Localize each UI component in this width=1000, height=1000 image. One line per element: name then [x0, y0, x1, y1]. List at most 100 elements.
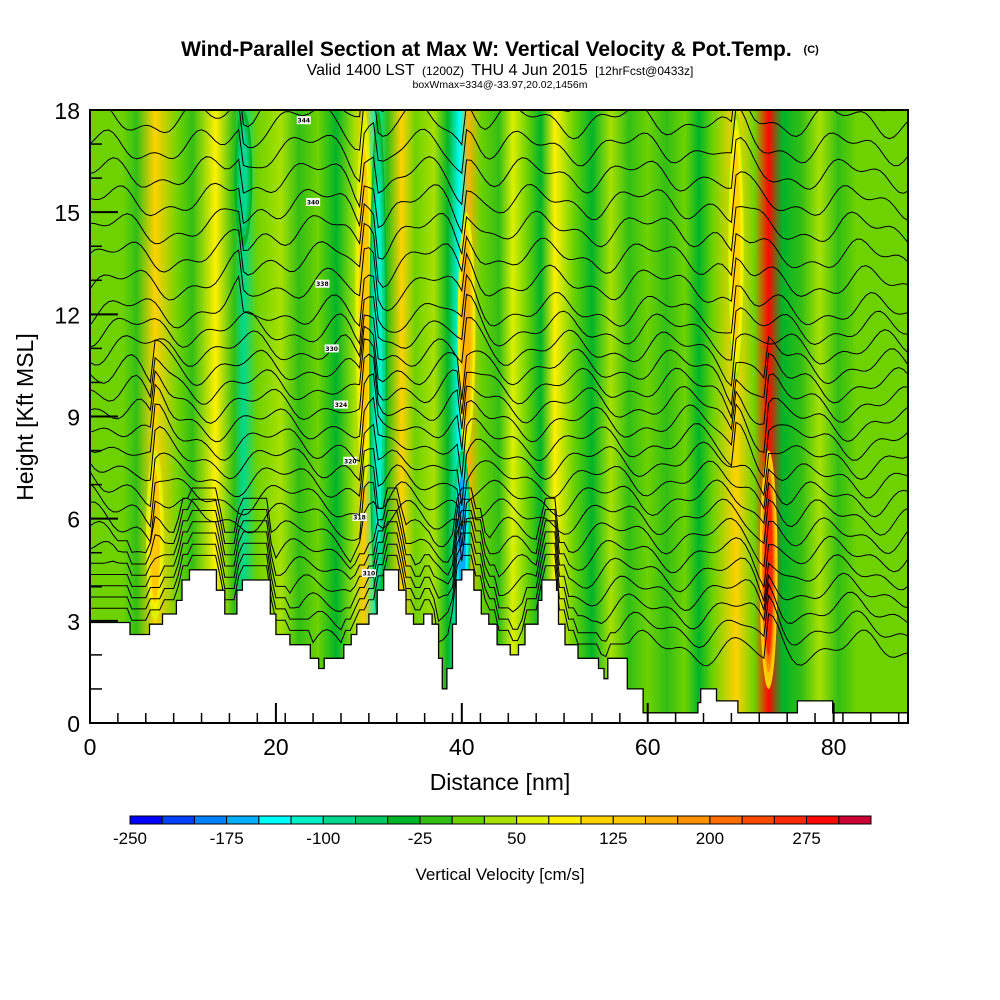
theta-contour-line [90, 325, 908, 407]
x-tick-label: 20 [263, 734, 289, 760]
y-tick-label: 3 [67, 609, 80, 635]
theta-contour-line [90, 481, 908, 562]
colorbar-segment [387, 815, 421, 825]
chart-title: Wind-Parallel Section at Max W: Vertical… [181, 38, 819, 61]
y-tick-label: 0 [67, 711, 80, 737]
theta-contour-label: 324 [333, 400, 348, 409]
theta-contour-label-text: 344 [298, 118, 311, 125]
y-tick-label: 18 [54, 98, 80, 124]
colorbar-segment [193, 815, 228, 825]
subtitle-forecast: [12hrFcst@0433z] [595, 64, 693, 78]
w-feature-updraft-wave [360, 162, 369, 433]
x-tick-label: 0 [84, 734, 97, 760]
w-feature-downdraft [239, 129, 248, 228]
theta-contour-line [90, 521, 908, 612]
colorbar-tick-label: -250 [113, 829, 147, 848]
theta-contour-line [90, 423, 908, 506]
y-axis-label: Height [Kft MSL] [12, 333, 38, 500]
x-tick-label: 40 [449, 734, 475, 760]
theta-contour-label-text: 340 [307, 199, 320, 206]
axes: 0 20 40 60 80 0 3 6 9 12 15 18 [54, 98, 909, 760]
chart-subtitle: Valid 1400 LST (1200Z) THU 4 Jun 2015 [1… [307, 62, 694, 79]
y-tick-label: 6 [67, 507, 80, 533]
theta-contour-line [90, 171, 908, 235]
theta-contour-label: 320 [343, 456, 358, 465]
plot-area: 316310318320324330338340344 [90, 110, 908, 723]
colorbar-segment [516, 815, 550, 825]
theta-contour-label: 338 [315, 279, 330, 288]
colorbar-segment [322, 815, 357, 825]
x-tick-label: 60 [635, 734, 661, 760]
theta-contour-line [90, 448, 908, 530]
colorbar-tick-label: -25 [408, 829, 433, 848]
theta-contour-line [90, 532, 908, 630]
y-tick-label: 15 [54, 200, 80, 226]
theta-contour-line [90, 373, 908, 454]
theta-contour-label: 330 [324, 344, 339, 353]
theta-contour-label: 310 [361, 569, 376, 578]
colorbar-segment [709, 815, 743, 825]
colorbar-segment [355, 815, 389, 825]
colorbar-segment [548, 815, 582, 825]
theta-contour-label-text: 324 [335, 402, 348, 409]
colorbar-segment [290, 815, 324, 825]
theta-contour-label: 318 [352, 512, 367, 521]
colorbar-segment [258, 815, 292, 825]
colorbar-segment [644, 815, 679, 825]
colorbar-tick-label: 50 [507, 829, 526, 848]
w-feature-updraft-wave [462, 245, 471, 418]
colorbar-segment [677, 815, 711, 825]
colorbar-segment [451, 815, 485, 825]
theta-contour-line [90, 273, 908, 334]
theta-contour-label-text: 310 [363, 571, 376, 578]
theta-contour-line [90, 314, 908, 387]
theta-contour-line [90, 110, 908, 151]
theta-contour-label-text: 318 [353, 514, 366, 521]
theta-contour-line [90, 338, 908, 420]
x-axis-label: Distance [nm] [430, 769, 571, 795]
colorbar-segment [580, 815, 614, 825]
colorbar-segment [226, 815, 260, 825]
colorbar-segment [806, 815, 840, 825]
y-tick-label: 9 [67, 405, 80, 431]
terrain-mask [90, 569, 908, 723]
colorbar-segment [741, 815, 775, 825]
theta-contour-line [90, 136, 908, 209]
theta-contour-line [90, 510, 908, 602]
theta-contour-line [90, 202, 908, 260]
colorbar-segment [419, 815, 453, 825]
theta-contour-line [90, 110, 908, 183]
theta-contour-line [90, 293, 908, 361]
colorbar-segment [161, 815, 195, 825]
colorbar: -250 -175 -100 -25 50 125 200 275 [113, 815, 872, 848]
theta-contour-line [90, 543, 908, 649]
subtitle-utc: (1200Z) [422, 64, 464, 78]
colorbar-tick-label: 200 [696, 829, 724, 848]
title-text: Wind-Parallel Section at Max W: Vertical… [181, 38, 792, 61]
theta-contour-line [90, 487, 908, 568]
colorbar-label: Vertical Velocity [cm/s] [415, 865, 584, 884]
theta-contour-label: 344 [296, 116, 311, 125]
theta-contour-label: 340 [306, 197, 321, 206]
colorbar-tick-label: -175 [210, 829, 244, 848]
theta-contour-label-text: 320 [344, 458, 357, 465]
y-tick-label: 12 [54, 302, 80, 328]
box-wmax-info: boxWmax=334@-33.97,20.02,1456m [413, 79, 588, 91]
colorbar-segment [483, 815, 518, 825]
subtitle-valid: Valid 1400 LST [307, 62, 415, 79]
theta-contours: 316310318320324330338340344 [90, 110, 908, 667]
theta-contour-line [90, 498, 908, 589]
theta-contour-label-text: 338 [316, 281, 329, 288]
x-tick-label: 80 [821, 734, 847, 760]
theta-contour-line [90, 247, 908, 312]
colorbar-segment [612, 815, 646, 825]
y-axis-ticks: 0 3 6 9 12 15 18 [54, 98, 118, 737]
colorbar-tick-label: -100 [306, 829, 340, 848]
theta-contour-line [90, 464, 908, 547]
colorbar-segment [838, 815, 872, 825]
copyright-mark: (C) [804, 44, 820, 56]
colorbar-tick-label: 125 [599, 829, 627, 848]
colorbar-segment [129, 815, 163, 825]
colorbar-segment [773, 815, 808, 825]
